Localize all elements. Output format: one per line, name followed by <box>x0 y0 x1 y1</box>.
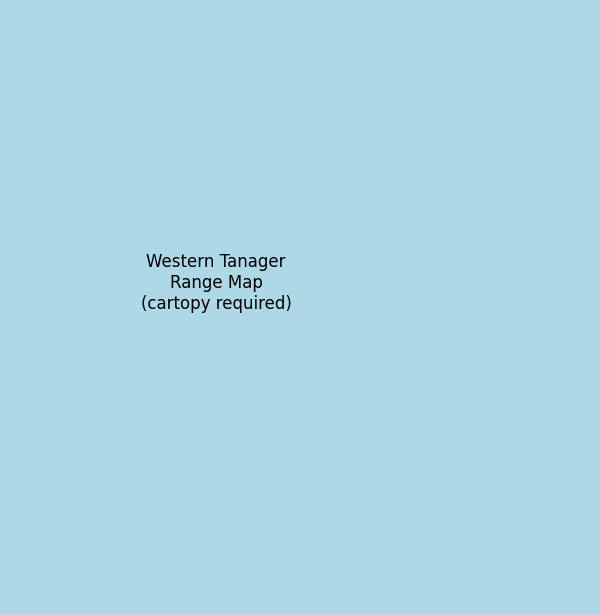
Text: Western Tanager
Range Map
(cartopy required): Western Tanager Range Map (cartopy requi… <box>140 253 292 312</box>
